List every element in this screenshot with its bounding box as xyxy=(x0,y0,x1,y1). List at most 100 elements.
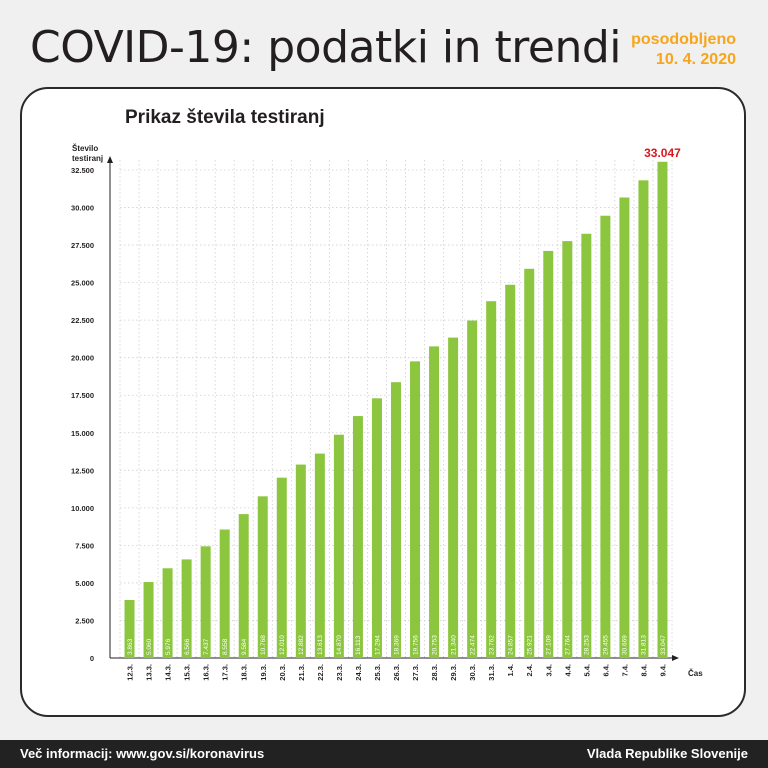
page-title: COVID-19: podatki in trendi xyxy=(30,22,621,73)
bar xyxy=(200,546,211,658)
chart-title: Prikaz števila testiranj xyxy=(125,107,325,128)
bar xyxy=(276,477,287,658)
x-tick-label: 17.3. xyxy=(221,664,230,681)
bar xyxy=(295,464,306,658)
bar-value-label: 12.882 xyxy=(298,635,305,655)
bar-value-label: 17.294 xyxy=(374,635,381,655)
bar xyxy=(391,382,401,658)
bar-value-label: 8.558 xyxy=(222,638,229,655)
bar-value-label: 12.010 xyxy=(279,635,286,655)
bar-value-label: 13.613 xyxy=(317,635,324,655)
bar-value-label: 29.455 xyxy=(603,635,610,655)
bar-value-label: 3.863 xyxy=(127,638,134,655)
bar-value-label: 7.437 xyxy=(203,638,210,655)
x-tick-label: 4.4. xyxy=(563,664,572,677)
bar xyxy=(124,599,135,658)
bar xyxy=(524,268,535,658)
bar-value-label: 24.857 xyxy=(508,635,515,655)
y-tick-label: 30.000 xyxy=(71,204,94,213)
bar-value-label: 27.764 xyxy=(565,635,572,655)
y-tick-label: 17.500 xyxy=(71,391,94,400)
bar xyxy=(219,529,230,658)
x-tick-label: 7.4. xyxy=(620,664,629,677)
y-tick-label: 2.500 xyxy=(75,616,94,625)
y-tick-label: 12.500 xyxy=(71,466,94,475)
x-tick-label: 18.3. xyxy=(240,664,249,681)
y-tick-label: 27.500 xyxy=(71,241,94,250)
highlight-value-label: 33.047 xyxy=(644,146,681,160)
bar xyxy=(257,496,268,658)
bar-value-label: 31.813 xyxy=(641,635,648,655)
x-tick-label: 24.3. xyxy=(354,664,363,681)
bar xyxy=(448,337,459,658)
y-tick-label: 0 xyxy=(90,654,94,663)
bar xyxy=(181,559,192,658)
updated-info: posodobljeno 10. 4. 2020 xyxy=(631,30,736,70)
bar xyxy=(162,568,173,658)
footer-government: Vlada Republike Slovenije xyxy=(586,746,748,761)
bar-value-label: 21.340 xyxy=(450,635,457,655)
bar xyxy=(486,301,497,658)
updated-date: 10. 4. 2020 xyxy=(655,51,736,68)
x-tick-label: 20.3. xyxy=(278,664,287,681)
x-tick-label: 31.3. xyxy=(487,664,496,681)
x-tick-label: 19.3. xyxy=(259,664,268,681)
bar xyxy=(619,197,630,658)
bar-value-label: 33.047 xyxy=(660,635,667,655)
bar-value-label: 27.109 xyxy=(546,635,553,655)
bar xyxy=(600,215,611,658)
bar xyxy=(429,346,440,658)
y-tick-label: 10.000 xyxy=(71,504,94,513)
x-tick-label: 29.3. xyxy=(449,664,458,681)
x-tick-label: 21.3. xyxy=(297,664,306,681)
y-tick-label: 7.500 xyxy=(75,541,94,550)
x-tick-label: 22.3. xyxy=(316,664,325,681)
bar-value-label: 9.584 xyxy=(241,638,248,655)
bar xyxy=(467,320,478,658)
bar-value-label: 25.921 xyxy=(527,635,534,655)
x-tick-label: 27.3. xyxy=(411,664,420,681)
bar xyxy=(505,284,516,658)
x-tick-label: 26.3. xyxy=(392,664,401,681)
x-tick-label: 14.3. xyxy=(164,664,173,681)
x-tick-label: 13.3. xyxy=(145,664,154,681)
bar-value-label: 28.253 xyxy=(584,635,591,655)
bar-value-label: 30.669 xyxy=(622,635,629,655)
bar xyxy=(314,453,325,658)
bar-value-label: 16.113 xyxy=(355,635,362,655)
bar xyxy=(562,241,573,658)
bar-value-label: 6.566 xyxy=(184,638,191,655)
x-tick-label: 9.4. xyxy=(658,664,667,677)
y-axis-label: testiranj xyxy=(72,154,103,163)
y-tick-label: 15.000 xyxy=(71,429,94,438)
y-tick-label: 25.000 xyxy=(71,279,94,288)
bar xyxy=(410,361,421,658)
bar-value-label: 22.474 xyxy=(469,635,476,655)
bar xyxy=(333,434,344,658)
x-tick-label: 15.3. xyxy=(183,664,192,681)
x-tick-label: 25.3. xyxy=(373,664,382,681)
bar-value-label: 10.768 xyxy=(260,635,267,655)
x-tick-label: 23.3. xyxy=(335,664,344,681)
x-tick-label: 1.4. xyxy=(506,664,515,677)
bar xyxy=(543,250,554,658)
updated-label: posodobljeno xyxy=(631,31,736,48)
x-tick-label: 16.3. xyxy=(202,664,211,681)
bar-value-label: 5.976 xyxy=(165,638,172,655)
y-tick-label: 22.500 xyxy=(71,316,94,325)
bar-value-label: 19.756 xyxy=(412,635,419,655)
bar xyxy=(352,416,363,658)
x-tick-label: 30.3. xyxy=(468,664,477,681)
bar xyxy=(371,398,382,658)
y-tick-label: 5.000 xyxy=(75,579,94,588)
footer-info-link: Več informacij: www.gov.si/koronavirus xyxy=(20,746,265,761)
x-tick-label: 28.3. xyxy=(430,664,439,681)
bar xyxy=(143,582,154,658)
bar-value-label: 18.369 xyxy=(393,635,400,655)
y-axis-label: Število xyxy=(72,144,98,153)
x-axis-label: Čas xyxy=(688,669,703,678)
bar-value-label: 23.762 xyxy=(488,635,495,655)
bar xyxy=(657,161,668,658)
x-tick-label: 6.4. xyxy=(601,664,610,677)
bar-value-label: 20.753 xyxy=(431,635,438,655)
